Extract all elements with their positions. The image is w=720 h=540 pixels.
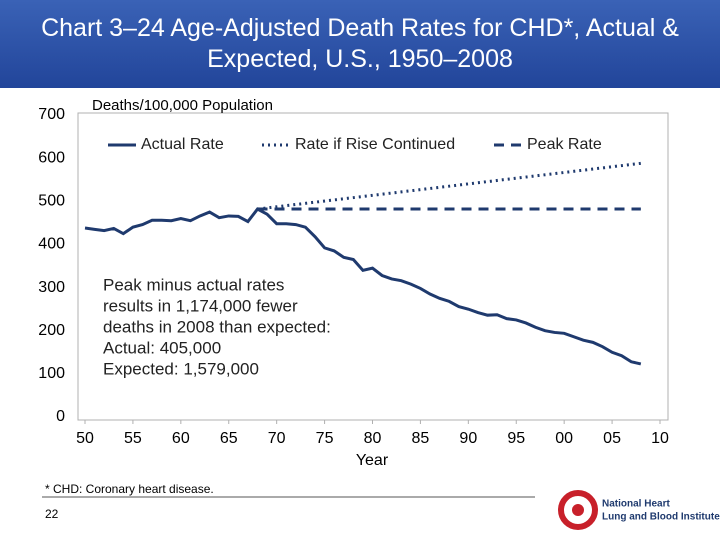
- legend-label: Rate if Rise Continued: [295, 136, 455, 153]
- x-tick-label: 00: [555, 430, 573, 447]
- annotation: deaths in 2008 than expected:: [103, 317, 331, 336]
- logo-mark: [572, 504, 584, 516]
- logo-text: National Heart: [602, 499, 670, 510]
- x-tick-label: 05: [603, 430, 621, 447]
- annotation: Actual: 405,000: [103, 338, 221, 357]
- logo-text: Lung and Blood Institute: [602, 512, 720, 523]
- x-tick-label: 60: [172, 430, 190, 447]
- annotation: Expected: 1,579,000: [103, 359, 259, 378]
- x-tick-label: 90: [459, 430, 477, 447]
- x-tick-label: 55: [124, 430, 142, 447]
- annotation: results in 1,174,000 fewer: [103, 296, 298, 315]
- x-tick-label: 80: [364, 430, 382, 447]
- y-tick-label: 400: [38, 236, 65, 253]
- series-line: [257, 161, 642, 211]
- x-tick-label: 10: [651, 430, 669, 447]
- x-tick-label: 95: [507, 430, 525, 447]
- y-tick-label: 500: [38, 193, 65, 210]
- legend-label: Actual Rate: [141, 136, 224, 153]
- page-number: 22: [45, 507, 59, 521]
- y-tick-label: 100: [38, 365, 65, 382]
- y-tick-label: 200: [38, 322, 65, 339]
- y-tick-label: 0: [56, 408, 65, 425]
- x-axis-label: Year: [356, 452, 389, 469]
- legend-label: Peak Rate: [527, 136, 602, 153]
- y-tick-label: 300: [38, 279, 65, 296]
- logo-mark: [558, 490, 598, 530]
- y-tick-label: 700: [38, 106, 65, 123]
- x-tick-label: 65: [220, 430, 238, 447]
- footnote: * CHD: Coronary heart disease.: [45, 482, 214, 496]
- annotation: Peak minus actual rates: [103, 275, 284, 294]
- y-tick-label: 600: [38, 149, 65, 166]
- x-tick-label: 50: [76, 430, 94, 447]
- plot-area: [77, 112, 669, 421]
- x-tick-label: 70: [268, 430, 286, 447]
- x-tick-label: 85: [412, 430, 430, 447]
- slide-title: Chart 3–24 Age-Adjusted Death Rates for …: [0, 0, 720, 88]
- y-axis-label: Deaths/100,000 Population: [92, 97, 273, 114]
- series-line: [84, 207, 642, 366]
- x-tick-label: 75: [316, 430, 334, 447]
- logo: National Heart Lung and Blood Institute: [558, 490, 720, 530]
